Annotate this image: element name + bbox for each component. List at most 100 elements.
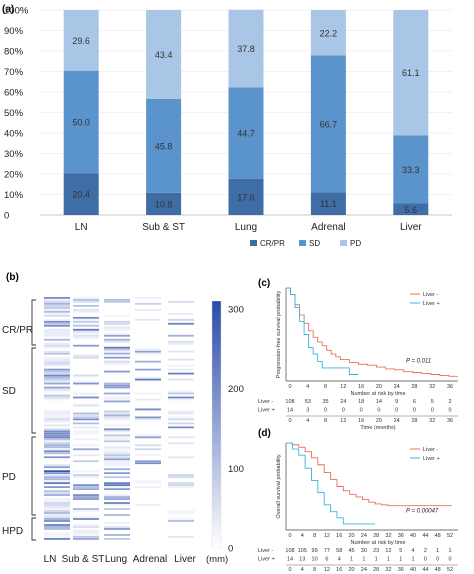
heatmap-cell [44, 480, 70, 483]
y-tick-label: 90% [4, 26, 24, 37]
risk-x-tick-label: 16 [358, 418, 364, 424]
colorbar-bar [211, 300, 222, 549]
heatmap-cell [73, 454, 99, 457]
heatmap-cell [44, 416, 70, 419]
risk-value: 6 [413, 399, 416, 405]
heatmap-cell [44, 516, 70, 518]
heatmap-cell [44, 306, 70, 309]
heatmap-cell [44, 490, 70, 492]
risk-value: 0 [360, 408, 363, 414]
heatmap-cell [44, 518, 70, 520]
heatmap-cell [44, 430, 70, 433]
heatmap-cell [73, 476, 99, 479]
x-tick-label: 52 [447, 533, 453, 539]
heatmap-cell [135, 318, 161, 321]
risk-x-tick-label: 40 [410, 567, 416, 573]
risk-x-tick-label: 20 [376, 418, 382, 424]
risk-value: 9 [395, 399, 398, 405]
heatmap-cell [44, 520, 70, 522]
heatmap-cell [104, 486, 130, 489]
risk-row-label: Liver - [258, 548, 273, 554]
heatmap-cell [44, 436, 70, 439]
heatmap-cell [168, 340, 194, 343]
heatmap-cell [104, 462, 130, 465]
heatmap-cell [135, 408, 161, 411]
heatmap-cell [44, 310, 70, 313]
heatmap-cell [73, 534, 99, 536]
heatmap-cell [168, 300, 194, 303]
x-tick-label: 8 [313, 533, 316, 539]
heatmap-cell [104, 438, 130, 441]
heatmap-cell [73, 470, 99, 473]
heatmap-cell [104, 352, 130, 355]
column-label: LN [44, 554, 57, 565]
heatmap-cell [73, 322, 99, 325]
heatmap-cell [104, 502, 130, 504]
heatmap-cell [44, 346, 70, 349]
heatmap-cell [104, 418, 130, 421]
panel-label-b: (b) [6, 272, 19, 283]
heatmap-cell [104, 412, 130, 415]
risk-table-title: Number at risk by time [350, 540, 405, 546]
heatmap-cell [44, 334, 70, 337]
heatmap-cell [135, 416, 161, 419]
heatmap-cell [104, 450, 130, 453]
heatmap-cell [104, 514, 130, 516]
heatmap-cell [73, 330, 99, 333]
heatmap-cell [44, 420, 70, 423]
risk-value: 10 [312, 557, 318, 563]
legend-label: Liver - [423, 447, 438, 453]
heatmap-cell [168, 364, 194, 367]
heatmap-cell [73, 474, 99, 477]
x-tick-label: 40 [410, 533, 416, 539]
heatmap-cell [73, 430, 99, 433]
heatmap-cell [73, 510, 99, 512]
heatmap-cell [44, 382, 70, 385]
column-label: Adrenal [133, 554, 167, 565]
data-label: 20.4 [72, 190, 90, 200]
colorbar-tick-label: 200 [228, 384, 244, 395]
heatmap-cell [104, 320, 130, 323]
heatmap-cell [44, 358, 70, 361]
heatmap-cell [73, 486, 99, 489]
heatmap-cell [73, 354, 99, 357]
risk-value: 1 [387, 557, 390, 563]
heatmap-cell [73, 304, 99, 307]
colorbar-unit: (mm) [206, 554, 228, 565]
risk-value: 53 [305, 399, 311, 405]
bar-segment-sd [146, 98, 182, 193]
risk-x-tick-label: 36 [398, 567, 404, 573]
heatmap-cell [104, 484, 130, 487]
heatmap-cell [44, 478, 70, 481]
heatmap-cell [44, 434, 70, 437]
data-label: 33.3 [402, 165, 420, 175]
heatmap-cell [104, 346, 130, 349]
heatmap-cell [168, 350, 194, 353]
risk-x-tick-label: 24 [394, 418, 400, 424]
colorbar-tick-label: 300 [228, 304, 244, 315]
risk-x-tick-label: 32 [429, 418, 435, 424]
heatmap-cell [73, 494, 99, 496]
risk-value: 4 [338, 557, 341, 563]
x-tick-label: 4 [301, 533, 304, 539]
heatmap-cell [168, 368, 194, 371]
risk-value: 1 [448, 548, 451, 554]
heatmap-cell [104, 534, 130, 536]
heatmap-cell [104, 436, 130, 439]
heatmap-cell [135, 486, 161, 489]
panel-label-c: (c) [258, 278, 270, 289]
x-tick-label: 12 [340, 384, 346, 390]
x-tick-label: 24 [361, 533, 367, 539]
risk-value: 5 [431, 399, 434, 405]
data-label: 43.4 [155, 50, 173, 60]
heatmap-cell [73, 412, 99, 415]
heatmap-cell [168, 322, 194, 325]
heatmap-cell [104, 298, 130, 301]
risk-x-tick-label: 0 [288, 418, 291, 424]
heatmap-cell [73, 374, 99, 377]
heatmap-cell [104, 440, 130, 443]
heatmap-cell [44, 450, 70, 453]
heatmap-cell [104, 488, 130, 491]
risk-x-tick-label: 20 [348, 567, 354, 573]
